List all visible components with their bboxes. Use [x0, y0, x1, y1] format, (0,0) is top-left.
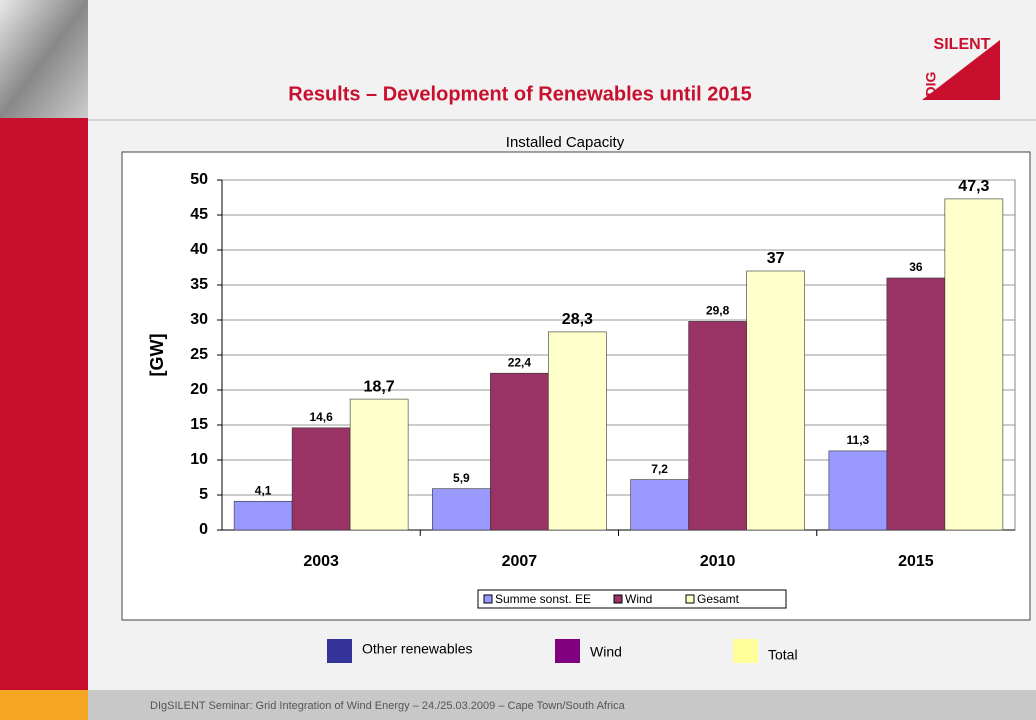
legend-swatch [484, 595, 492, 603]
value-label: 29,8 [706, 304, 730, 318]
y-tick-label: 35 [190, 276, 208, 293]
y-tick-label: 45 [190, 206, 208, 223]
legend-label: Gesamt [697, 592, 740, 606]
y-tick-label: 5 [199, 486, 208, 503]
legend-note-label: Wind [590, 644, 622, 660]
bar [829, 451, 887, 530]
legend-note-swatch [733, 639, 758, 663]
y-tick-label: 30 [190, 311, 208, 328]
legend-note-swatch [327, 639, 352, 663]
y-tick-label: 10 [190, 451, 208, 468]
bar [548, 332, 606, 530]
side-bar [0, 118, 88, 690]
y-tick-label: 0 [199, 521, 208, 538]
footer-text: DIgSILENT Seminar: Grid Integration of W… [150, 700, 626, 712]
chart-title: Installed Capacity [506, 134, 625, 151]
x-tick-label: 2015 [898, 553, 934, 570]
legend-note-swatch [555, 639, 580, 663]
slide-title: Results – Development of Renewables unti… [288, 83, 751, 105]
y-tick-label: 50 [190, 171, 208, 188]
bar [292, 428, 350, 530]
bar [747, 271, 805, 530]
legend-label: Summe sonst. EE [495, 592, 591, 606]
legend-label: Wind [625, 592, 652, 606]
y-tick-label: 25 [190, 346, 208, 363]
value-label: 4,1 [255, 483, 272, 497]
bar [945, 199, 1003, 530]
value-label: 36 [909, 260, 923, 274]
value-label: 22,4 [508, 355, 532, 369]
logo-text: SILENT [934, 36, 991, 53]
bar [689, 321, 747, 530]
bar [887, 278, 945, 530]
y-tick-label: 20 [190, 381, 208, 398]
bar [432, 489, 490, 530]
legend-note-label: Total [768, 647, 798, 663]
y-tick-label: 15 [190, 416, 208, 433]
x-tick-label: 2003 [303, 553, 339, 570]
value-label: 14,6 [309, 410, 333, 424]
legend-swatch [614, 595, 622, 603]
x-tick-label: 2010 [700, 553, 736, 570]
bar [490, 373, 548, 530]
value-label: 5,9 [453, 471, 470, 485]
legend-note-label: Other renewables [362, 641, 473, 657]
bar [234, 501, 292, 530]
legend-swatch [686, 595, 694, 603]
logo-side-text: DIG [923, 71, 939, 96]
value-label: 28,3 [562, 311, 593, 328]
value-label: 7,2 [651, 462, 668, 476]
bar [631, 480, 689, 530]
x-tick-label: 2007 [502, 553, 538, 570]
slide: Results – Development of Renewables unti… [0, 0, 1036, 720]
header-photo [0, 0, 88, 118]
bar [350, 399, 408, 530]
y-axis-label: [GW] [147, 334, 167, 377]
value-label: 37 [767, 250, 785, 267]
value-label: 11,3 [847, 433, 870, 447]
value-label: 18,7 [364, 378, 395, 395]
value-label: 47,3 [958, 178, 989, 195]
footer-corner [0, 690, 88, 720]
y-tick-label: 40 [190, 241, 208, 258]
